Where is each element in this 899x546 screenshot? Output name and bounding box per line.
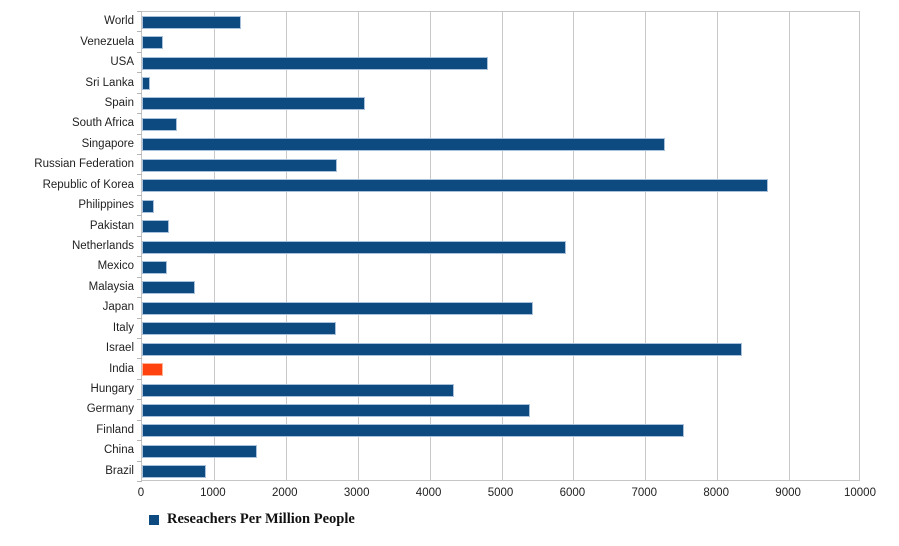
bar-russian-federation xyxy=(142,158,338,172)
category-axis-tick xyxy=(137,338,142,339)
category-label: Germany xyxy=(86,403,134,416)
x-axis-tick-label: 4000 xyxy=(415,487,442,499)
bar-netherlands xyxy=(142,240,567,254)
category-axis-tick xyxy=(137,440,142,441)
category-axis-tick xyxy=(137,195,142,196)
category-label: Netherlands xyxy=(71,240,134,252)
gridline xyxy=(645,12,647,480)
category-axis-tick xyxy=(137,461,142,462)
bar-malaysia xyxy=(142,281,195,295)
x-axis-tick-label: 0 xyxy=(137,487,145,499)
category-label: Sri Lanka xyxy=(85,76,134,89)
gridline xyxy=(573,12,575,480)
x-axis-tick-label: 7000 xyxy=(631,487,658,499)
bar-italy xyxy=(142,322,336,336)
bar-south-africa xyxy=(142,117,178,131)
x-axis-tick-label: 9000 xyxy=(775,487,801,499)
category-axis-tick xyxy=(137,174,142,175)
category-label: Venezuela xyxy=(80,35,134,48)
x-axis-tick-label: 1000 xyxy=(200,487,226,499)
category-axis-tick xyxy=(137,379,142,380)
category-label: South Africa xyxy=(71,117,134,130)
category-label: China xyxy=(103,444,134,457)
category-axis-tick xyxy=(137,318,142,319)
category-axis-tick xyxy=(137,236,142,237)
bar-world xyxy=(142,15,242,29)
category-axis-tick xyxy=(137,277,142,278)
category-axis-tick xyxy=(137,31,142,32)
bar-finland xyxy=(142,424,684,438)
category-axis-tick xyxy=(137,399,142,400)
bar-venezuela xyxy=(142,36,163,50)
x-axis-tick-label: 10000 xyxy=(844,487,876,499)
bar-china xyxy=(142,444,257,458)
legend: Reseachers Per Million People xyxy=(149,511,355,528)
category-label: Singapore xyxy=(81,137,134,150)
category-label: Hungary xyxy=(90,383,134,396)
bar-india xyxy=(142,363,163,377)
category-label: India xyxy=(109,362,134,375)
x-axis-tick-label: 8000 xyxy=(703,487,729,499)
bar-usa xyxy=(142,56,489,70)
bar-singapore xyxy=(142,138,665,152)
category-label: Japan xyxy=(102,301,134,314)
category-label: Finland xyxy=(96,423,134,436)
bar-pakistan xyxy=(142,220,170,234)
bar-philippines xyxy=(142,199,155,213)
category-label: Mexico xyxy=(97,260,134,273)
legend-label: Reseachers Per Million People xyxy=(167,511,355,527)
bar-hungary xyxy=(142,383,455,397)
category-label: Israel xyxy=(105,342,134,355)
bar-republic-of-korea xyxy=(142,179,768,193)
category-label: Russian Federation xyxy=(34,158,134,171)
bar-japan xyxy=(142,301,534,315)
category-label: Malaysia xyxy=(88,280,134,293)
category-label: Pakistan xyxy=(89,219,134,232)
legend-swatch-icon xyxy=(149,514,159,525)
category-label: Brazil xyxy=(105,464,134,477)
gridline xyxy=(717,12,719,480)
category-axis: World Venezuela USA Sri Lanka Spain South Afr… xyxy=(0,0,142,546)
category-axis-tick xyxy=(137,256,142,257)
category-label: Italy xyxy=(112,321,134,334)
category-axis-tick xyxy=(137,113,142,114)
category-axis-tick xyxy=(137,154,142,155)
x-axis-tick-label: 3000 xyxy=(343,487,370,499)
category-axis-tick xyxy=(137,358,142,359)
bar-brazil xyxy=(142,465,207,479)
category-axis-tick xyxy=(137,134,142,135)
gridline xyxy=(789,12,791,480)
category-axis-tick xyxy=(137,93,142,94)
category-label: Republic of Korea xyxy=(42,178,134,191)
plot-area xyxy=(141,11,860,481)
bar-mexico xyxy=(142,260,168,274)
category-label: Philippines xyxy=(78,199,134,212)
x-axis-tick-label: 5000 xyxy=(487,487,514,499)
x-axis-tick-label: 2000 xyxy=(272,487,298,499)
category-axis-tick xyxy=(137,11,142,12)
category-label: World xyxy=(104,15,134,28)
category-axis-tick xyxy=(137,215,142,216)
bar-germany xyxy=(142,403,530,417)
category-axis-tick xyxy=(137,297,142,298)
category-axis-tick xyxy=(137,72,142,73)
category-axis-tick xyxy=(137,481,142,482)
bar-sri-lanka xyxy=(142,77,150,91)
category-label: USA xyxy=(110,56,134,69)
category-axis-tick xyxy=(137,420,142,421)
bar-spain xyxy=(142,97,365,111)
bar-israel xyxy=(142,342,742,356)
x-axis-tick-label: 6000 xyxy=(559,487,586,499)
category-axis-tick xyxy=(137,52,142,53)
category-label: Spain xyxy=(104,96,134,109)
